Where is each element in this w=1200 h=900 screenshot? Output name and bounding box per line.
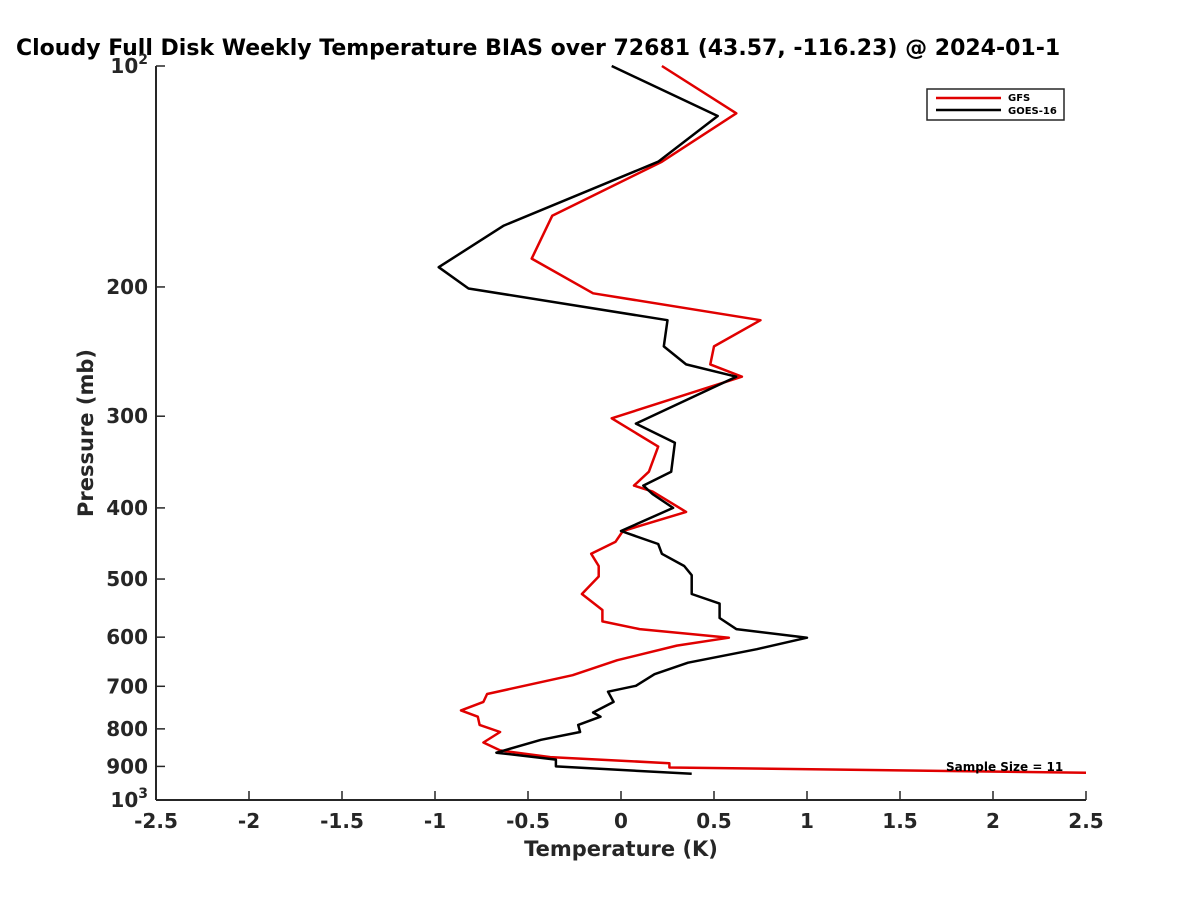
y-tick-label: 103 (110, 786, 148, 812)
y-tick-label: 800 (106, 717, 148, 741)
x-tick-label: 0 (614, 809, 628, 833)
x-tick-label: 2 (986, 809, 1000, 833)
y-tick-label: 900 (106, 754, 148, 778)
x-tick-label: 2.5 (1068, 809, 1103, 833)
y-tick-label: 300 (106, 404, 148, 428)
y-axis-label: Pressure (mb) (74, 349, 98, 517)
x-tick-label: 1 (800, 809, 814, 833)
x-tick-label: -1.5 (320, 809, 364, 833)
x-tick-label: 1.5 (882, 809, 917, 833)
legend: GFS GOES-16 (926, 88, 1065, 121)
legend-gfs-label: GFS (1008, 93, 1030, 104)
x-axis-label: Temperature (K) (524, 837, 718, 861)
ticks-layer: -2.5 -2 -1.5 -1 -0.5 0 0.5 1 1.5 2 2.5 102 200 300 400… (106, 52, 1103, 833)
sample-size-annotation: Sample Size = 11 (946, 760, 1063, 774)
x-tick-label: -2.5 (134, 809, 178, 833)
y-tick-label: 200 (106, 275, 148, 299)
y-tick-label: 500 (106, 567, 148, 591)
legend-goes-label: GOES-16 (1008, 106, 1057, 117)
x-tick-label: -0.5 (506, 809, 550, 833)
x-tick-label: 0.5 (696, 809, 731, 833)
y-tick-label: 600 (106, 625, 148, 649)
y-tick-label: 700 (106, 674, 148, 698)
y-tick-label: 102 (110, 52, 148, 78)
y-tick-exponent: 2 (138, 52, 148, 68)
chart-title: Cloudy Full Disk Weekly Temperature BIAS… (16, 36, 1060, 61)
y-tick-label: 400 (106, 496, 148, 520)
series-line-gfs (459, 64, 1087, 774)
x-tick-label: -2 (238, 809, 260, 833)
series-layer (437, 64, 1087, 776)
series-line-goes16 (437, 64, 809, 776)
y-tick-exponent: 3 (138, 786, 148, 802)
x-tick-label: -1 (424, 809, 446, 833)
legend-box (926, 88, 1065, 121)
